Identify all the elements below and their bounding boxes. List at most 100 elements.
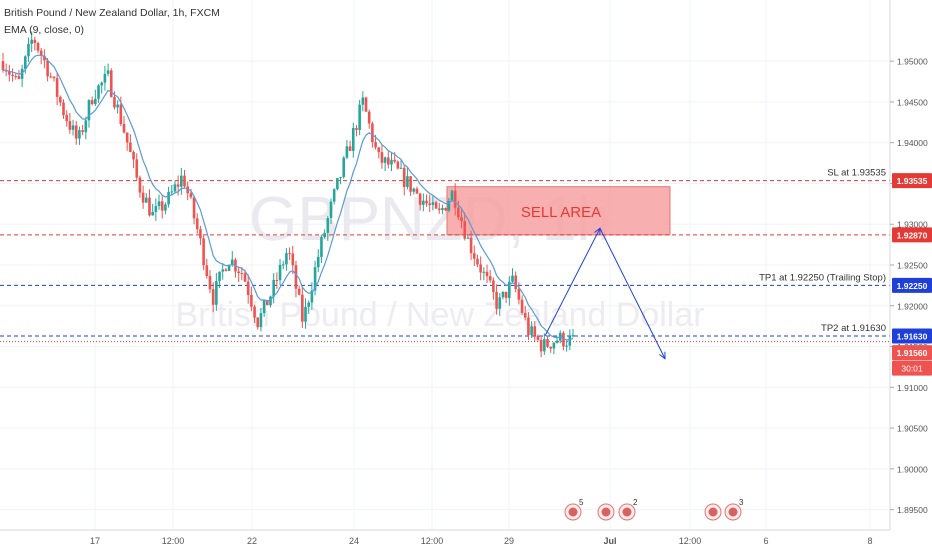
candle-body (90, 100, 94, 105)
candle-body (218, 271, 221, 282)
candle-body (329, 201, 333, 218)
candle-body (275, 280, 279, 282)
y-tick-label: 1.90000 (897, 464, 928, 474)
event-flag-icon[interactable] (597, 503, 615, 521)
level-label: TP1 at 1.92250 (Trailing Stop) (759, 272, 886, 283)
price-axis[interactable]: 1.950001.945001.940001.935001.930001.925… (889, 0, 932, 530)
candle-body (508, 281, 511, 298)
candle-body (215, 281, 218, 305)
candle-body (549, 346, 553, 349)
event-count: 5 (579, 498, 584, 507)
candle-body (562, 332, 565, 347)
candle-body (390, 159, 393, 165)
candle-body (272, 280, 275, 297)
candle-body (425, 200, 428, 204)
candle-body (371, 123, 374, 143)
candle-body (14, 75, 18, 77)
candle-body (316, 256, 320, 268)
candle-body (463, 221, 467, 239)
event-flag-dot (728, 507, 738, 517)
candle-body (278, 264, 282, 281)
candle-body (39, 50, 43, 56)
candle-body (160, 201, 164, 211)
candle-body (571, 335, 575, 337)
candle-body (383, 157, 387, 163)
candle-body (530, 326, 533, 336)
candle-body (84, 120, 88, 133)
event-flag-dot (708, 507, 718, 517)
candle-body (71, 125, 75, 130)
candle-body (326, 217, 330, 233)
candle-body (211, 289, 215, 305)
candle-body (351, 128, 355, 151)
candle-body (485, 271, 489, 277)
sell-area-box[interactable] (446, 186, 671, 236)
candle-body (154, 206, 158, 212)
candle-body (144, 197, 148, 203)
candle-body (87, 100, 91, 121)
candle-body (520, 299, 524, 313)
y-tick-label: 1.92500 (897, 261, 928, 271)
candle-body (437, 208, 441, 210)
price-levels[interactable]: SL at 1.93535 TP1 at 1.92250 (Trailing St… (0, 168, 890, 343)
projection-arrows (544, 227, 666, 360)
event-markers[interactable]: 5 2 3 (564, 498, 744, 521)
candle-body (33, 39, 37, 43)
candle-body (167, 191, 170, 205)
candle-body (113, 96, 116, 108)
candle-body (269, 296, 272, 306)
price-badge-label: 1.91630 (897, 331, 928, 341)
candle-body (441, 208, 444, 210)
candle-body (176, 184, 180, 187)
candle-body (504, 291, 508, 298)
candle-body (246, 281, 250, 295)
candle-body (78, 130, 81, 139)
candle-body (364, 97, 368, 112)
candle-body (52, 76, 56, 79)
candle-body (361, 97, 365, 105)
candle-body (565, 345, 568, 347)
ema-line (2, 54, 574, 341)
candle-body (62, 102, 65, 116)
event-flag-icon[interactable]: 5 (564, 498, 584, 521)
candle-body (11, 74, 14, 76)
candle-body (291, 253, 295, 266)
candle-body (205, 265, 209, 276)
candle-body (288, 253, 291, 255)
candle-body (517, 288, 521, 300)
candle-body (336, 178, 339, 190)
event-flag-icon[interactable]: 2 (618, 498, 638, 521)
candle-body (36, 42, 40, 51)
candle-body (358, 104, 361, 130)
event-flag-icon[interactable] (704, 503, 722, 521)
candle-body (543, 339, 546, 352)
sell-area-zone[interactable]: SELL AREA (446, 186, 671, 236)
event-flag-icon[interactable]: 3 (724, 498, 744, 521)
time-axis[interactable]: 17 12:00 22 24 12:00 29 Jul 12:00 6 8 (0, 529, 932, 550)
candle-body (498, 297, 502, 309)
candle-body (466, 237, 470, 239)
candle-body (109, 70, 113, 97)
candle-body (183, 175, 186, 187)
price-badge (892, 345, 932, 361)
candle-body (479, 264, 482, 273)
candle-body (469, 237, 473, 254)
candle-body (377, 147, 381, 153)
candle-body (65, 115, 68, 122)
candle-body (125, 132, 129, 143)
candle-body (221, 269, 225, 272)
candle-body (199, 229, 202, 239)
candle-body (208, 275, 212, 290)
candle-body (74, 125, 78, 139)
candle-body (20, 68, 24, 79)
candle-body (320, 237, 323, 257)
candle-body (393, 159, 396, 162)
candle-body (285, 253, 288, 265)
candle-body (81, 130, 84, 133)
candle-body (412, 188, 416, 192)
candle-body (348, 146, 352, 151)
candle-body (396, 161, 400, 169)
candle-body (568, 336, 572, 346)
x-tick-label: 17 (90, 536, 100, 546)
